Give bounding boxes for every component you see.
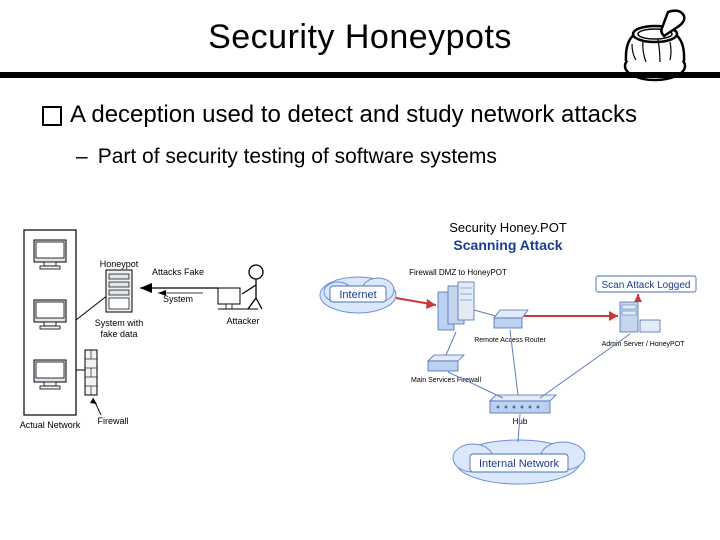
svg-text:Firewall DMZ to HoneyPOT: Firewall DMZ to HoneyPOT	[409, 268, 507, 277]
slide: Security Honeypots A deception used to	[0, 0, 720, 540]
bullet-sub-text: Part of security testing of software sys…	[98, 144, 497, 170]
svg-text:Attacks Fake: Attacks Fake	[152, 267, 204, 277]
svg-text:Hub: Hub	[513, 417, 528, 426]
svg-text:System with: System with	[95, 318, 144, 328]
svg-text:Scan Attack Logged: Scan Attack Logged	[602, 280, 691, 291]
right-diagram: Security Honey.POT Scanning Attack Inter…	[320, 220, 696, 484]
svg-text:Remote Access Router: Remote Access Router	[474, 337, 546, 344]
svg-text:Scanning Attack: Scanning Attack	[453, 237, 562, 253]
diagram-area: Actual Network Honeypot System with fake…	[18, 220, 702, 522]
svg-text:Actual Network: Actual Network	[20, 420, 81, 430]
svg-text:System: System	[163, 294, 193, 304]
svg-text:Attacker: Attacker	[226, 316, 259, 326]
dash-bullet-icon: –	[76, 144, 88, 170]
title-rule	[0, 72, 720, 78]
bullet-main-text: A deception used to detect and study net…	[70, 100, 637, 130]
svg-text:Internal Network: Internal Network	[479, 458, 560, 470]
diagrams-svg: Actual Network Honeypot System with fake…	[18, 220, 702, 520]
svg-text:fake data: fake data	[100, 329, 137, 339]
slide-body: A deception used to detect and study net…	[42, 100, 678, 170]
svg-text:Internet: Internet	[339, 289, 376, 301]
square-bullet-icon	[42, 106, 62, 126]
svg-text:Honeypot: Honeypot	[100, 259, 139, 269]
svg-text:Admin Server / HoneyPOT: Admin Server / HoneyPOT	[602, 341, 686, 348]
slide-title: Security Honeypots	[208, 18, 512, 56]
left-diagram: Actual Network Honeypot System with fake…	[20, 230, 263, 430]
svg-text:Firewall: Firewall	[97, 416, 128, 426]
bullet-main: A deception used to detect and study net…	[42, 100, 678, 130]
svg-text:Security Honey.POT: Security Honey.POT	[449, 220, 567, 235]
bullet-sub: – Part of security testing of software s…	[76, 144, 678, 170]
